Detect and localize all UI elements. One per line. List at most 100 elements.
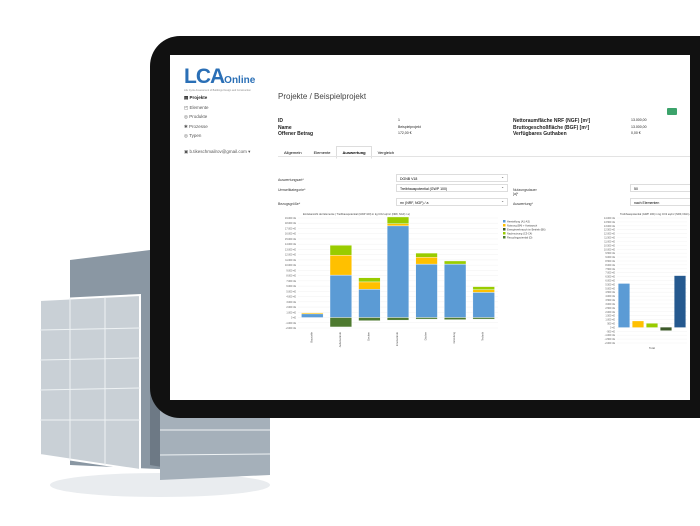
bar-segment bbox=[329, 274, 352, 318]
action-button[interactable] bbox=[667, 108, 677, 115]
y-tick-label: 8.000 ×E bbox=[605, 264, 615, 267]
nutzungsdauer-input[interactable]: 50 bbox=[630, 184, 690, 192]
bar-segment bbox=[386, 216, 410, 224]
select-value: Treibhauspotential (GWP 100) bbox=[400, 187, 448, 191]
y-tick-label: -1.500 ×E bbox=[605, 338, 616, 341]
bar-segment bbox=[472, 289, 495, 293]
x-tick-label: Baustelle bbox=[309, 331, 313, 342]
x-tick-label: Gründung bbox=[452, 331, 456, 343]
bezugsgroesse-select[interactable]: m² (NRF, NGF) / a bbox=[396, 198, 508, 206]
auswertung-label: Auswertung* bbox=[513, 202, 533, 206]
bar-segment bbox=[358, 277, 381, 283]
umweltkategorie-select[interactable]: Treibhauspotential (GWP 100) bbox=[396, 184, 508, 192]
breadcrumb-root[interactable]: Projekte bbox=[278, 92, 308, 101]
legend-label: Herstellung (A1-A3) bbox=[507, 219, 530, 223]
y-tick-label: 9.000 ×E bbox=[605, 256, 615, 259]
bar-segment bbox=[301, 313, 324, 318]
breadcrumb: Projekte / Beispielprojekt bbox=[278, 92, 366, 101]
legend-swatch bbox=[503, 232, 506, 235]
label-unit: [a]* bbox=[513, 192, 519, 196]
y-tick-label: 7.000 ×E bbox=[286, 280, 296, 283]
legend-label: Nachnutzung (C3-C4) bbox=[507, 231, 532, 235]
x-tick-label: Dächer bbox=[424, 332, 428, 340]
bar-segment bbox=[472, 292, 495, 318]
total-chart: Treibhauspotential (GWP 100) in kg CO2 e… bbox=[604, 212, 690, 350]
y-tick-label: 8.500 ×E bbox=[605, 260, 615, 263]
sidebar-item-label: Typen bbox=[189, 133, 202, 138]
select-value: m² (NRF, NGF) / a bbox=[400, 201, 429, 205]
bar-segment bbox=[358, 289, 381, 318]
sidebar-item-prozesse[interactable]: ✱ Prozesse bbox=[184, 123, 208, 129]
bar bbox=[646, 323, 658, 328]
page-title: Beispielprojekt bbox=[314, 92, 367, 101]
info-label: Verfügbares Guthaben bbox=[513, 131, 567, 137]
y-tick-label: 9.500 ×E bbox=[605, 252, 615, 255]
sidebar-item-typen[interactable]: ◎ Typen bbox=[184, 133, 202, 138]
sidebar-item-projekte[interactable]: ▤ Projekte bbox=[184, 95, 208, 100]
info-value: 13.000,00 bbox=[631, 124, 647, 129]
bar bbox=[618, 283, 630, 328]
select-value: nach Elementen bbox=[634, 201, 660, 205]
sidebar-item-elemente[interactable]: ◰ Elemente bbox=[184, 104, 209, 110]
logo-tagline: Life Cycle Assessment of Buildings Desig… bbox=[184, 89, 251, 92]
tab-bar: Allgemein Elemente Auswertung Vergleich bbox=[278, 146, 400, 159]
bar-segment bbox=[329, 254, 352, 276]
sidebar-item-produkte[interactable]: ◎ Produkte bbox=[184, 114, 208, 119]
y-tick-label: 10.000 ×E bbox=[604, 248, 615, 251]
tab-allgemein[interactable]: Allgemein bbox=[284, 150, 302, 155]
breadcrumb-separator: / bbox=[307, 92, 315, 101]
info-value: 13.000,00 bbox=[631, 118, 647, 122]
project-info-right: Nettoraumfläche NRF (NGF) [m²] 13.000,00 … bbox=[513, 118, 647, 138]
info-label: Offener Betrag bbox=[278, 131, 314, 137]
y-tick-label: 11.000 ×E bbox=[285, 259, 296, 262]
y-tick-label: 8.000 ×E bbox=[286, 275, 296, 278]
elements-chart: Einzelansicht der Elemente | Treibhauspo… bbox=[285, 212, 546, 347]
info-value: 172,00 € bbox=[398, 131, 412, 135]
y-tick-label: 14.000 ×E bbox=[604, 217, 615, 220]
project-info-left: ID 1 Name Beispielprojekt Offener Betrag 17… bbox=[278, 118, 421, 138]
auswertungsart-label: Auswertungsart* bbox=[278, 178, 304, 182]
chart-title: Einzelansicht der Elemente | Treibhauspo… bbox=[303, 212, 410, 216]
sidebar-item-label: Projekte bbox=[189, 95, 208, 100]
y-tick-label: 7.500 ×E bbox=[605, 268, 615, 271]
tab-elemente[interactable]: Elemente bbox=[313, 150, 331, 155]
chart-title: Treibhauspotential (GWP 100) in kg CO2 e… bbox=[620, 212, 690, 216]
y-tick-label: 18.000 ×E bbox=[285, 222, 296, 225]
y-tick-label: 14.000 ×E bbox=[285, 243, 296, 246]
y-tick-label: -500 ×E bbox=[607, 330, 616, 333]
tab-vergleich[interactable]: Vergleich bbox=[377, 150, 395, 155]
sidebar-item-label: Prozesse bbox=[189, 123, 208, 129]
y-tick-label: -2.000 ×E bbox=[605, 342, 616, 345]
bar-segment bbox=[386, 223, 410, 227]
legend-swatch bbox=[503, 228, 506, 231]
y-tick-label: 3.000 ×E bbox=[605, 303, 615, 306]
bar-segment bbox=[386, 317, 410, 321]
y-tick-label: 2.500 ×E bbox=[605, 307, 615, 310]
y-tick-label: 7.000 ×E bbox=[605, 272, 615, 275]
bar-segment bbox=[415, 252, 438, 258]
y-tick-label: 13.000 ×E bbox=[604, 225, 615, 228]
y-tick-label: 5.000 ×E bbox=[605, 287, 615, 290]
auswertung-select[interactable]: nach Elementen bbox=[630, 198, 690, 206]
bar-segment bbox=[386, 225, 410, 318]
sidebar-item-label: Elemente bbox=[189, 104, 209, 110]
y-tick-label: 6.500 ×E bbox=[605, 276, 615, 279]
y-tick-label: 6.000 ×E bbox=[605, 280, 615, 283]
user-menu[interactable]: ▣ b.tikeschmailrov@gmail.com ▾ bbox=[184, 148, 251, 154]
x-tick-label: Total bbox=[649, 346, 655, 350]
bezugsgroesse-label: Bezugsgröße* bbox=[278, 202, 301, 206]
sidebar-item-label: Produkte bbox=[189, 114, 208, 119]
y-tick-label: -1.000 ×E bbox=[286, 322, 297, 325]
y-tick-label: 13.500 ×E bbox=[604, 221, 615, 224]
legend-label: Energieverbrauch im Betrieb (B6) bbox=[507, 227, 546, 231]
y-tick-label: 11.500 ×E bbox=[604, 237, 615, 240]
info-value: 1 bbox=[398, 118, 400, 122]
bar-segment bbox=[329, 245, 352, 256]
y-tick-label: 5.000 ×E bbox=[286, 290, 296, 293]
info-label: Name bbox=[278, 124, 292, 131]
y-tick-label: 2.000 ×E bbox=[605, 311, 615, 314]
auswertungsart-select[interactable]: DGNB V18 bbox=[396, 174, 508, 182]
tab-auswertung[interactable]: Auswertung bbox=[336, 146, 372, 159]
y-tick-label: 13.000 ×E bbox=[285, 248, 296, 251]
x-tick-label: Innenwände bbox=[395, 331, 399, 346]
